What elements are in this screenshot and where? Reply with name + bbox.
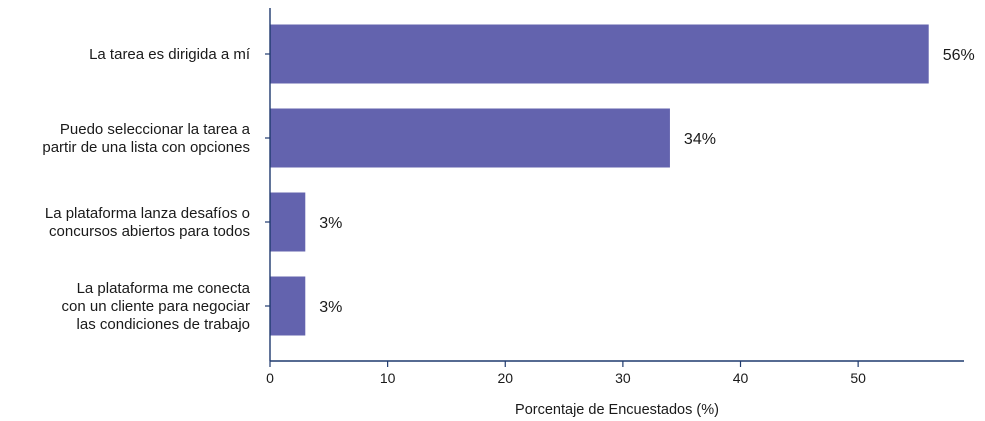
category-label: La plataforma lanza desafíos o concursos … xyxy=(45,205,250,240)
value-label: 3% xyxy=(319,215,342,232)
bars xyxy=(270,24,929,336)
category-label-line: La plataforma lanza desafíos o xyxy=(45,205,250,222)
value-label: 34% xyxy=(684,131,716,148)
x-tick-label: 50 xyxy=(850,370,866,386)
x-tick-label: 30 xyxy=(615,370,631,386)
bar xyxy=(270,192,306,252)
category-label-line: La plataforma me conecta xyxy=(77,280,251,297)
category-label-line: Puedo seleccionar la tarea a xyxy=(60,121,251,138)
bar xyxy=(270,108,670,168)
value-label: 56% xyxy=(943,47,975,64)
value-labels: 56% 34% 3% 3% xyxy=(319,47,974,316)
bar xyxy=(270,24,929,84)
bar xyxy=(270,276,306,336)
x-tick-label: 40 xyxy=(733,370,749,386)
category-label: Puedo seleccionar la tarea a partir de un… xyxy=(42,121,250,156)
category-label: La plataforma me conecta con un cliente p… xyxy=(62,280,251,333)
category-label-line: las condiciones de trabajo xyxy=(77,316,250,333)
x-axis-title: Porcentaje de Encuestados (%) xyxy=(515,402,719,418)
category-label-line: con un cliente para negociar xyxy=(62,298,250,315)
category-labels: La tarea es dirigida a mí Puedo seleccion… xyxy=(42,46,250,333)
x-tick-label: 10 xyxy=(380,370,396,386)
x-tick-label: 0 xyxy=(266,370,274,386)
category-label-line: La tarea es dirigida a mí xyxy=(89,46,251,63)
value-label: 3% xyxy=(319,299,342,316)
category-label-line: concursos abiertos para todos xyxy=(49,223,250,240)
x-tick-label: 20 xyxy=(497,370,513,386)
axes: 0 10 20 30 40 50 xyxy=(265,8,964,386)
category-label-line: partir de una lista con opciones xyxy=(42,139,250,156)
category-label: La tarea es dirigida a mí xyxy=(89,46,251,63)
